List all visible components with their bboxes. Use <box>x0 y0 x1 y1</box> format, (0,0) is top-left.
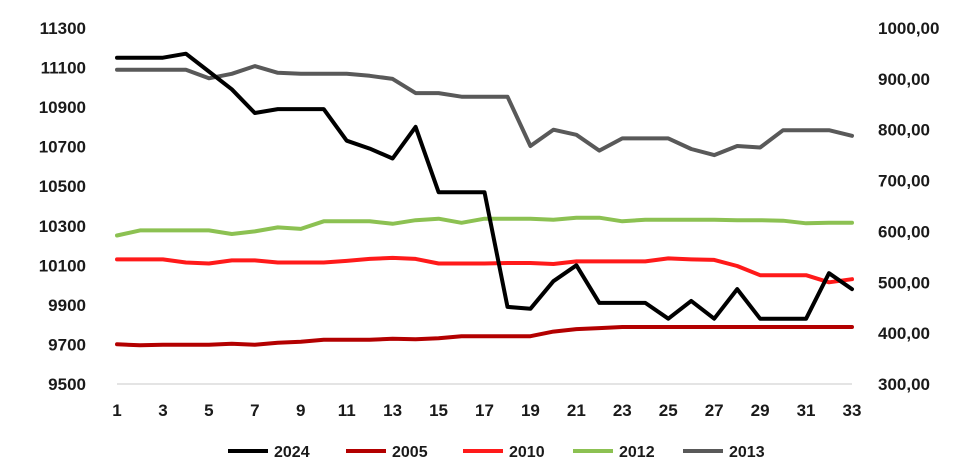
x-axis-tick-label: 33 <box>843 401 862 420</box>
x-axis-tick-label: 7 <box>250 401 259 420</box>
x-axis-tick-label: 5 <box>204 401 213 420</box>
right-axis-ticks: 300,00 400,00 500,00 600,00 700,00 800,00 900,… <box>878 19 939 394</box>
x-axis-tick-label: 21 <box>567 401 586 420</box>
left-axis-tick-label: 11100 <box>41 59 86 78</box>
left-axis-tick-label: 9500 <box>48 375 86 394</box>
series-lines <box>115 51 854 348</box>
right-axis-tick-label: 400,00 <box>878 324 930 343</box>
x-axis-ticks: 1 3 5 7 9 11 13 15 17 19 21 23 25 27 29 31 33 <box>112 401 861 420</box>
left-axis-tick-label: 10300 <box>39 217 86 236</box>
x-axis-tick-label: 31 <box>797 401 816 420</box>
left-axis-tick-label: 11300 <box>40 19 86 38</box>
right-axis-tick-label: 900,00 <box>878 70 930 89</box>
left-axis-ticks: 9500 9700 9900 10100 10300 10500 10700 10900 111… <box>39 19 86 394</box>
x-axis-tick-label: 13 <box>383 401 402 420</box>
series-line-2013 <box>115 64 854 158</box>
x-axis-tick-label: 3 <box>158 401 167 420</box>
left-axis-tick-label: 9900 <box>48 296 86 315</box>
right-axis-tick-label: 300,00 <box>878 375 930 394</box>
right-axis-tick-label: 500,00 <box>878 273 930 292</box>
right-axis-tick-label: 600,00 <box>878 222 930 241</box>
legend-label-2013: 2013 <box>729 444 765 461</box>
right-axis-tick-label: 800,00 <box>878 121 930 140</box>
x-axis-tick-label: 15 <box>429 401 448 420</box>
series-line-2010 <box>115 255 854 285</box>
right-axis-tick-label: 1000,00 <box>878 19 939 38</box>
right-axis-tick-label: 700,00 <box>878 172 930 191</box>
legend-label-2005: 2005 <box>392 444 428 461</box>
x-axis-tick-label: 11 <box>338 401 356 420</box>
x-axis-tick-label: 19 <box>521 401 540 420</box>
left-axis-tick-label: 10100 <box>39 256 86 275</box>
left-axis-tick-label: 10500 <box>39 177 86 196</box>
series-line-2024 <box>115 51 854 321</box>
left-axis-tick-label: 10700 <box>39 138 86 157</box>
x-axis-tick-label: 27 <box>705 401 724 420</box>
x-axis-tick-label: 23 <box>613 401 632 420</box>
x-axis-tick-label: 1 <box>112 401 121 420</box>
legend-label-2010: 2010 <box>509 444 545 461</box>
series-line-2005 <box>115 325 854 348</box>
legend-label-2012: 2012 <box>619 444 655 461</box>
legend: 2024 2005 2010 2012 2013 <box>228 444 765 461</box>
x-axis-tick-label: 9 <box>296 401 305 420</box>
series-line-2012 <box>115 215 854 238</box>
left-axis-tick-label: 9700 <box>48 335 86 354</box>
left-axis-tick-label: 10900 <box>39 98 86 117</box>
x-axis-tick-label: 29 <box>751 401 770 420</box>
x-axis-tick-label: 25 <box>659 401 678 420</box>
x-axis-tick-label: 17 <box>475 401 494 420</box>
legend-label-2024: 2024 <box>274 444 310 461</box>
